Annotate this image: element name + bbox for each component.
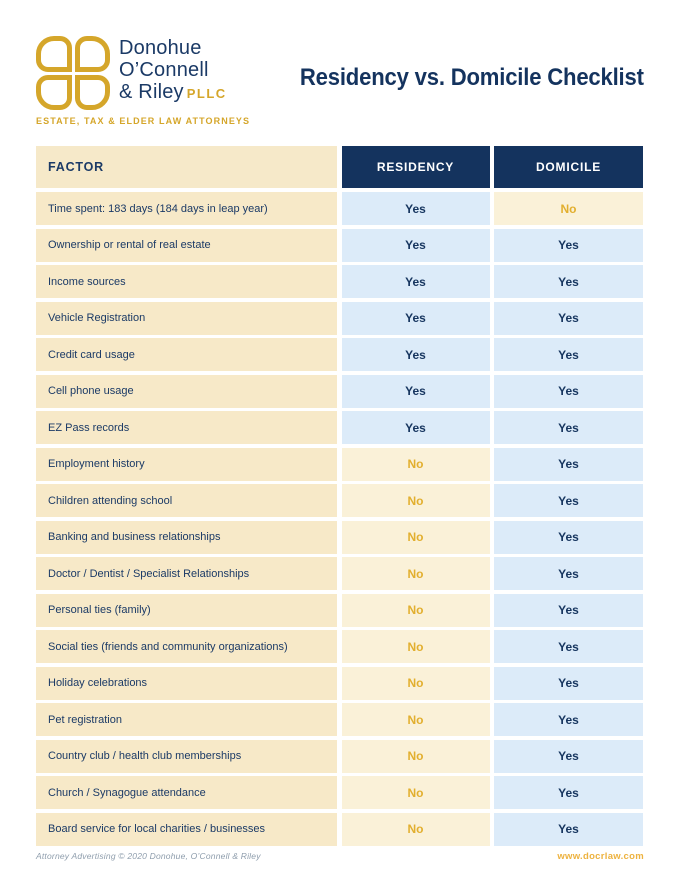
table-row: Board service for local charities / busi… xyxy=(36,812,644,846)
firm-name-riley: & Riley xyxy=(119,81,184,103)
factor-cell: Children attending school xyxy=(36,484,337,517)
residency-value-cell: No xyxy=(341,520,490,554)
column-header-domicile: DOMICILE xyxy=(494,146,643,188)
domicile-value-cell: No xyxy=(494,192,643,225)
page-title: Residency vs. Domicile Checklist xyxy=(300,64,644,91)
residency-value-cell: No xyxy=(341,484,490,517)
factor-cell: Doctor / Dentist / Specialist Relationsh… xyxy=(36,557,337,590)
checklist-table: FACTOR RESIDENCY DOMICILE Time spent: 18… xyxy=(36,146,644,849)
firm-name-line1: Donohue xyxy=(119,37,202,59)
table-row: Personal ties (family) No Yes xyxy=(36,593,644,627)
page-header: Donohue O’Connell & Riley PLLC ESTATE, TA… xyxy=(0,0,685,146)
table-row: Country club / health club memberships N… xyxy=(36,739,644,773)
table-row: Income sources Yes Yes xyxy=(36,265,644,298)
residency-value-cell: Yes xyxy=(341,338,490,371)
domicile-value-cell: Yes xyxy=(494,593,643,627)
factor-cell: Holiday celebrations xyxy=(36,666,337,700)
domicile-value-cell: Yes xyxy=(494,447,643,481)
domicile-value-cell: Yes xyxy=(494,411,643,444)
table-row: Children attending school No Yes xyxy=(36,484,644,517)
table-row: Pet registration No Yes xyxy=(36,703,644,736)
table-header-row: FACTOR RESIDENCY DOMICILE xyxy=(36,146,644,188)
factor-cell: Vehicle Registration xyxy=(36,301,337,335)
domicile-value-cell: Yes xyxy=(494,812,643,846)
firm-name: Donohue O’Connell & Riley PLLC xyxy=(119,37,227,105)
leaf-shape-bottom-right xyxy=(74,74,110,110)
domicile-value-cell: Yes xyxy=(494,338,643,371)
domicile-value-cell: Yes xyxy=(494,520,643,554)
residency-value-cell: Yes xyxy=(341,411,490,444)
residency-value-cell: Yes xyxy=(341,301,490,335)
firm-tagline: ESTATE, TAX & ELDER LAW ATTORNEYS xyxy=(36,116,251,126)
leaf-shape-top-left xyxy=(36,36,72,72)
residency-value-cell: No xyxy=(341,666,490,700)
column-header-residency: RESIDENCY xyxy=(341,146,490,188)
factor-cell: Income sources xyxy=(36,265,337,298)
firm-name-line3: & Riley PLLC xyxy=(119,81,227,105)
domicile-value-cell: Yes xyxy=(494,374,643,408)
factor-cell: Personal ties (family) xyxy=(36,593,337,627)
domicile-value-cell: Yes xyxy=(494,228,643,262)
table-row: Banking and business relationships No Ye… xyxy=(36,520,644,554)
table-row: Vehicle Registration Yes Yes xyxy=(36,301,644,335)
residency-value-cell: Yes xyxy=(341,192,490,225)
domicile-value-cell: Yes xyxy=(494,703,643,736)
domicile-value-cell: Yes xyxy=(494,666,643,700)
table-body: Time spent: 183 days (184 days in leap y… xyxy=(36,192,644,846)
table-row: Church / Synagogue attendance No Yes xyxy=(36,776,644,809)
factor-cell: Ownership or rental of real estate xyxy=(36,228,337,262)
domicile-value-cell: Yes xyxy=(494,301,643,335)
factor-cell: Board service for local charities / busi… xyxy=(36,812,337,846)
residency-value-cell: Yes xyxy=(341,374,490,408)
table-row: Doctor / Dentist / Specialist Relationsh… xyxy=(36,557,644,590)
factor-cell: Cell phone usage xyxy=(36,374,337,408)
residency-value-cell: No xyxy=(341,593,490,627)
residency-value-cell: No xyxy=(341,630,490,663)
page-footer: Attorney Advertising © 2020 Donohue, O’C… xyxy=(36,851,644,862)
table-row: EZ Pass records Yes Yes xyxy=(36,411,644,444)
quatrefoil-leaf-icon xyxy=(36,36,110,110)
factor-cell: EZ Pass records xyxy=(36,411,337,444)
factor-cell: Country club / health club memberships xyxy=(36,739,337,773)
residency-value-cell: No xyxy=(341,776,490,809)
domicile-value-cell: Yes xyxy=(494,776,643,809)
residency-value-cell: Yes xyxy=(341,228,490,262)
residency-value-cell: Yes xyxy=(341,265,490,298)
residency-value-cell: No xyxy=(341,703,490,736)
table-row: Credit card usage Yes Yes xyxy=(36,338,644,371)
domicile-value-cell: Yes xyxy=(494,739,643,773)
factor-cell: Pet registration xyxy=(36,703,337,736)
domicile-value-cell: Yes xyxy=(494,484,643,517)
firm-name-line2: O’Connell xyxy=(119,59,209,81)
factor-cell: Credit card usage xyxy=(36,338,337,371)
table-row: Time spent: 183 days (184 days in leap y… xyxy=(36,192,644,225)
column-header-factor: FACTOR xyxy=(36,146,337,188)
residency-value-cell: No xyxy=(341,812,490,846)
table-row: Holiday celebrations No Yes xyxy=(36,666,644,700)
website-link[interactable]: www.docrlaw.com xyxy=(557,851,644,862)
factor-cell: Church / Synagogue attendance xyxy=(36,776,337,809)
table-row: Employment history No Yes xyxy=(36,447,644,481)
domicile-value-cell: Yes xyxy=(494,265,643,298)
factor-cell: Social ties (friends and community organ… xyxy=(36,630,337,663)
factor-cell: Employment history xyxy=(36,447,337,481)
leaf-shape-top-right xyxy=(74,36,110,72)
attorney-advertising-notice: Attorney Advertising © 2020 Donohue, O’C… xyxy=(36,851,261,861)
domicile-value-cell: Yes xyxy=(494,557,643,590)
residency-value-cell: No xyxy=(341,557,490,590)
brand-logo: Donohue O’Connell & Riley PLLC ESTATE, TA… xyxy=(36,36,250,126)
firm-suffix: PLLC xyxy=(186,86,227,101)
table-row: Social ties (friends and community organ… xyxy=(36,630,644,663)
residency-value-cell: No xyxy=(341,739,490,773)
leaf-shape-bottom-left xyxy=(36,74,72,110)
factor-cell: Banking and business relationships xyxy=(36,520,337,554)
factor-cell: Time spent: 183 days (184 days in leap y… xyxy=(36,192,337,225)
residency-value-cell: No xyxy=(341,447,490,481)
table-row: Cell phone usage Yes Yes xyxy=(36,374,644,408)
table-row: Ownership or rental of real estate Yes Y… xyxy=(36,228,644,262)
domicile-value-cell: Yes xyxy=(494,630,643,663)
